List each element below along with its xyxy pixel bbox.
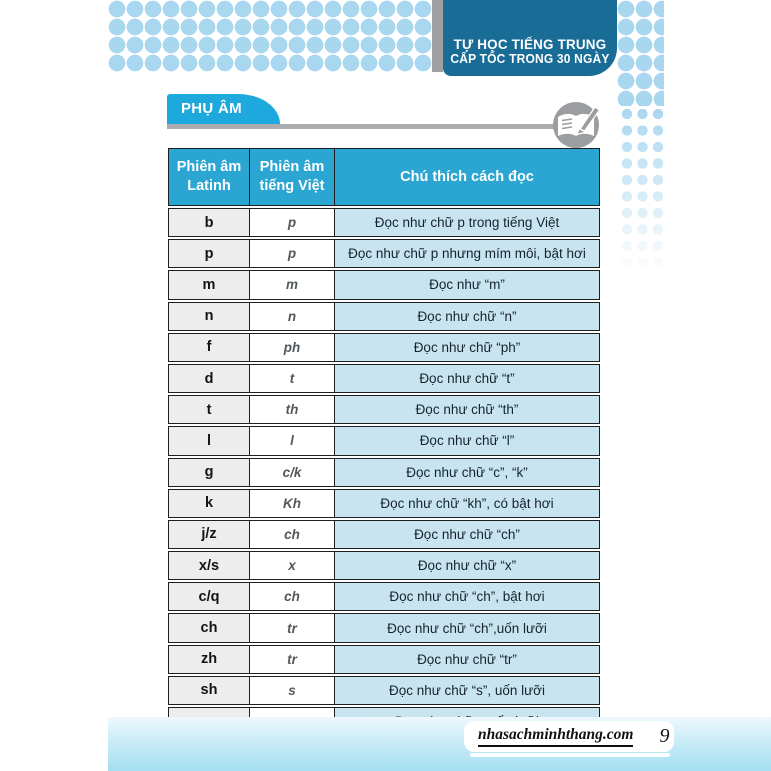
header-cell-viet: Phiên âm tiếng Việt xyxy=(250,149,335,205)
table-header-row: Phiên âm Latinh Phiên âm tiếng Việt Chú … xyxy=(168,148,600,206)
header-banner: TỰ HỌC TIẾNG TRUNG CẤP TỐC TRONG 30 NGÀY xyxy=(443,0,617,76)
cell-pinyin-latin: sh xyxy=(169,676,250,704)
table-row: j/z ch Đọc như chữ “ch” xyxy=(168,519,600,550)
consonant-table: Phiên âm Latinh Phiên âm tiếng Việt Chú … xyxy=(168,148,600,737)
consonant-table-body: b p Đọc như chữ p trong tiếng Việt p p Đ… xyxy=(168,208,600,737)
cell-pinyin-latin: ch xyxy=(169,614,250,642)
cell-pinyin-latin: g xyxy=(169,458,250,486)
table-row: k Kh Đọc như chữ “kh”, có bật hơi xyxy=(168,488,600,518)
footer-page-number: 9 xyxy=(659,725,670,747)
cell-pinyin-latin: c/q xyxy=(169,583,250,611)
cell-pinyin-viet: x xyxy=(250,552,335,580)
table-row: m m Đọc như “m” xyxy=(168,270,600,300)
footer-stripe xyxy=(470,753,670,757)
cell-pinyin-latin: x/s xyxy=(169,552,250,580)
cell-pinyin-viet: p xyxy=(250,240,335,268)
cell-pinyin-viet: c/k xyxy=(250,458,335,486)
cell-pronunciation-note: Đọc như chữ “c”, “k” xyxy=(335,458,599,486)
header-cell-latin: Phiên âm Latinh xyxy=(169,149,250,205)
cell-pinyin-latin: j/z xyxy=(169,520,250,549)
cell-pinyin-viet: tr xyxy=(250,614,335,642)
cell-pronunciation-note: Đọc như chữ “n” xyxy=(335,302,599,330)
cell-pinyin-latin: d xyxy=(169,364,250,393)
open-book-icon xyxy=(553,102,601,148)
cell-pinyin-latin: l xyxy=(169,427,250,455)
table-row: l l Đọc như chữ “l” xyxy=(168,426,600,456)
table-row: d t Đọc như chữ “t” xyxy=(168,363,600,394)
header-divider-bar xyxy=(432,0,443,72)
cell-pinyin-latin: t xyxy=(169,396,250,424)
cell-pinyin-viet: m xyxy=(250,271,335,299)
cell-pronunciation-note: Đọc như chữ “l” xyxy=(335,427,599,455)
cell-pinyin-viet: p xyxy=(250,209,335,237)
cell-pinyin-latin: zh xyxy=(169,645,250,673)
table-row: zh tr Đọc như chữ “tr” xyxy=(168,644,600,674)
table-row: sh s Đọc như chữ “s”, uốn lưỡi xyxy=(168,675,600,705)
cell-pronunciation-note: Đọc như chữ “t” xyxy=(335,364,599,393)
table-row: x/s x Đọc như chữ “x” xyxy=(168,551,600,581)
cell-pronunciation-note: Đọc như chữ “ph” xyxy=(335,333,599,361)
cell-pinyin-viet: Kh xyxy=(250,489,335,517)
cell-pinyin-latin: n xyxy=(169,302,250,330)
cell-pinyin-latin: f xyxy=(169,333,250,361)
cell-pinyin-viet: ch xyxy=(250,583,335,611)
cell-pinyin-viet: ph xyxy=(250,333,335,361)
cell-pronunciation-note: Đọc như “m” xyxy=(335,271,599,299)
cell-pronunciation-note: Đọc như chữ “ch”, bật hơi xyxy=(335,583,599,611)
cell-pronunciation-note: Đọc như chữ “th” xyxy=(335,396,599,424)
table-row: b p Đọc như chữ p trong tiếng Việt xyxy=(168,208,600,238)
cell-pronunciation-note: Đọc như chữ “x” xyxy=(335,552,599,580)
cell-pronunciation-note: Đọc như chữ p nhưng mím môi, bật hơi xyxy=(335,240,599,268)
banner-title-line2: CẤP TỐC TRONG 30 NGÀY xyxy=(450,52,610,66)
cell-pronunciation-note: Đọc như chữ p trong tiếng Việt xyxy=(335,209,599,237)
cell-pinyin-viet: t xyxy=(250,364,335,393)
table-row: g c/k Đọc như chữ “c”, “k” xyxy=(168,457,600,487)
header-cell-note: Chú thích cách đọc xyxy=(400,168,534,185)
footer-website: nhasachminhthang.com xyxy=(478,726,634,747)
cell-pinyin-viet: n xyxy=(250,302,335,330)
cell-pronunciation-note: Đọc như chữ “kh”, có bật hơi xyxy=(335,489,599,517)
table-row: f ph Đọc như chữ “ph” xyxy=(168,332,600,362)
cell-pinyin-latin: b xyxy=(169,209,250,237)
cell-pinyin-viet: ch xyxy=(250,520,335,549)
cell-pronunciation-note: Đọc như chữ “ch”,uốn lưỡi xyxy=(335,614,599,642)
cell-pinyin-viet: th xyxy=(250,396,335,424)
footer-credit: nhasachminhthang.com 9 xyxy=(464,721,674,752)
fading-dots-pattern xyxy=(619,106,665,274)
footer-band: nhasachminhthang.com 9 xyxy=(108,717,771,771)
section-title: PHỤ ÂM xyxy=(181,100,242,117)
cell-pronunciation-note: Đọc như chữ “ch” xyxy=(335,520,599,549)
table-row: n n Đọc như chữ “n” xyxy=(168,301,600,331)
corner-dots-pattern xyxy=(617,0,664,106)
cell-pinyin-latin: p xyxy=(169,240,250,268)
cell-pinyin-viet: l xyxy=(250,427,335,455)
cell-pronunciation-note: Đọc như chữ “tr” xyxy=(335,645,599,673)
cell-pinyin-latin: k xyxy=(169,489,250,517)
header-dots-pattern xyxy=(108,0,432,72)
table-row: p p Đọc như chữ p nhưng mím môi, bật hơi xyxy=(168,239,600,269)
section-tab: PHỤ ÂM xyxy=(167,94,280,124)
cell-pinyin-viet: s xyxy=(250,676,335,704)
cell-pinyin-latin: m xyxy=(169,271,250,299)
table-row: ch tr Đọc như chữ “ch”,uốn lưỡi xyxy=(168,613,600,643)
table-row: c/q ch Đọc như chữ “ch”, bật hơi xyxy=(168,582,600,612)
cell-pinyin-viet: tr xyxy=(250,645,335,673)
table-row: t th Đọc như chữ “th” xyxy=(168,395,600,425)
section-underline xyxy=(167,124,590,129)
banner-title-line1: TỰ HỌC TIẾNG TRUNG xyxy=(453,36,607,52)
cell-pronunciation-note: Đọc như chữ “s”, uốn lưỡi xyxy=(335,676,599,704)
